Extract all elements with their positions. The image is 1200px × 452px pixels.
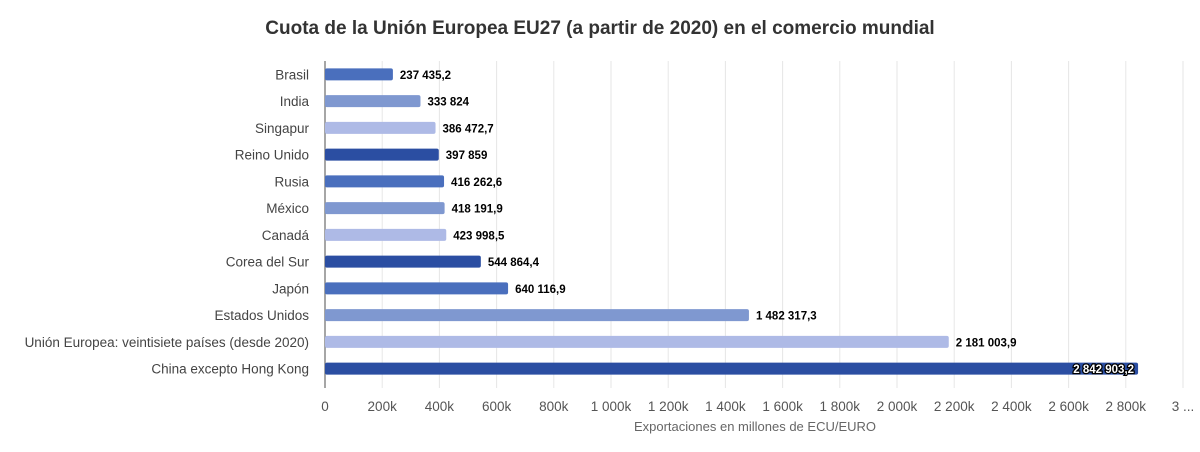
bar xyxy=(325,95,421,108)
bar xyxy=(325,309,749,322)
bar xyxy=(325,202,445,215)
bar xyxy=(325,255,481,268)
x-tick-label: 1 800k xyxy=(820,399,861,414)
x-tick-label: 2 200k xyxy=(934,399,975,414)
x-tick-label: 400k xyxy=(425,399,455,414)
x-tick-label: 1 000k xyxy=(591,399,632,414)
category-label: Japón xyxy=(272,281,309,296)
bar xyxy=(325,175,445,188)
data-label: 397 859 xyxy=(446,150,488,162)
bar xyxy=(325,68,393,81)
category-label: Rusia xyxy=(274,174,309,189)
bar xyxy=(325,282,509,295)
data-label: 2 181 003,9 xyxy=(956,337,1017,349)
x-tick-label: 1 600k xyxy=(762,399,803,414)
category-label: Corea del Sur xyxy=(226,255,310,270)
bar xyxy=(325,335,949,348)
bar xyxy=(325,228,447,241)
x-tick-label: 2 600k xyxy=(1048,399,1089,414)
category-label: China excepto Hong Kong xyxy=(151,362,309,377)
x-tick-label: 200k xyxy=(368,399,398,414)
x-tick-label: 1 200k xyxy=(648,399,689,414)
data-label: 418 191,9 xyxy=(452,204,503,216)
x-tick-label: 3 ... xyxy=(1172,399,1195,414)
data-label: 1 482 317,3 xyxy=(756,311,817,323)
data-label: 333 824 xyxy=(427,97,469,109)
x-tick-label: 0 xyxy=(321,399,329,414)
category-label: México xyxy=(266,201,309,216)
data-label: 2 842 903,2 xyxy=(1073,364,1134,376)
category-label: India xyxy=(280,94,310,109)
category-label: Unión Europea: veintisiete países (desde… xyxy=(25,335,309,350)
category-label: Canadá xyxy=(262,228,310,243)
x-tick-label: 600k xyxy=(482,399,512,414)
category-label: Reino Unido xyxy=(235,148,309,163)
bar xyxy=(325,362,1139,375)
category-label: Estados Unidos xyxy=(214,308,309,323)
data-label: 423 998,5 xyxy=(453,230,505,242)
data-label: 544 864,4 xyxy=(488,257,540,269)
category-label: Singapur xyxy=(255,121,310,136)
data-label: 386 472,7 xyxy=(443,123,494,135)
data-label: 237 435,2 xyxy=(400,70,451,82)
x-tick-label: 2 000k xyxy=(877,399,918,414)
x-axis-label: Exportaciones en millones de ECU/EURO xyxy=(634,419,876,434)
bar xyxy=(325,121,436,134)
category-label: Brasil xyxy=(275,67,309,82)
x-tick-label: 800k xyxy=(539,399,569,414)
data-label: 640 116,9 xyxy=(515,284,566,296)
chart-title: Cuota de la Unión Europea EU27 (a partir… xyxy=(265,18,935,39)
data-label: 416 262,6 xyxy=(451,177,502,189)
x-tick-label: 1 400k xyxy=(705,399,746,414)
bar xyxy=(325,148,439,161)
x-tick-label: 2 400k xyxy=(991,399,1032,414)
x-tick-label: 2 800k xyxy=(1106,399,1147,414)
